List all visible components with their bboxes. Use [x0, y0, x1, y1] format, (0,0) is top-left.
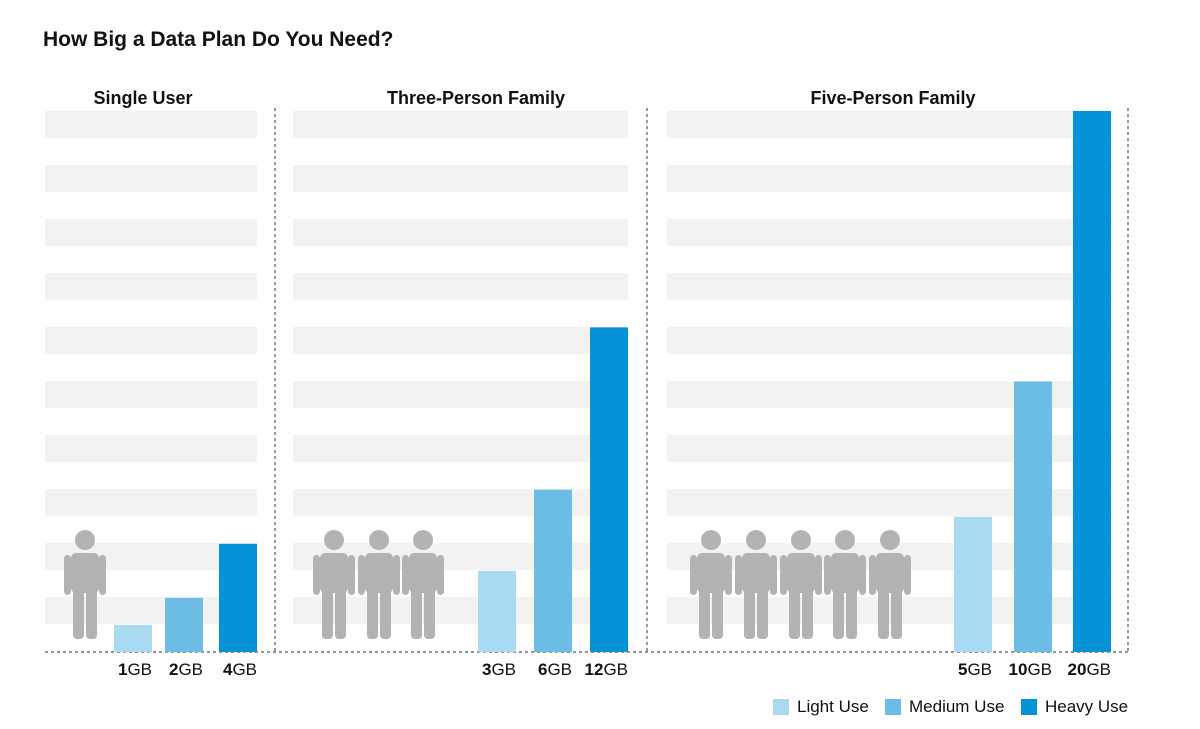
bar-label: 12GB [585, 660, 628, 679]
person-icon [402, 530, 444, 639]
grid-band [45, 273, 257, 300]
bar-label: 10GB [1009, 660, 1052, 679]
legend-item-heavy: Heavy Use [1021, 697, 1128, 717]
bar-label: 2GB [169, 660, 203, 679]
person-icon [824, 530, 866, 639]
grid-band [293, 327, 628, 354]
grid-band [45, 327, 257, 354]
grid-band [293, 273, 628, 300]
grid-band [293, 381, 628, 408]
legend-swatch-heavy [1021, 699, 1037, 715]
grid-band [293, 111, 628, 138]
grid-band [293, 219, 628, 246]
grid-band [45, 111, 257, 138]
legend-item-light: Light Use [773, 697, 869, 717]
bar-light [478, 570, 516, 652]
bar-medium [165, 597, 203, 652]
legend-swatch-medium [885, 699, 901, 715]
grid-band [45, 489, 257, 516]
grid-band [667, 165, 1112, 192]
grid-band [45, 381, 257, 408]
grid-band [45, 165, 257, 192]
grid-band [293, 435, 628, 462]
bar-heavy [1073, 111, 1111, 652]
legend: Light Use Medium Use Heavy Use [0, 697, 1200, 721]
legend-label-heavy: Heavy Use [1045, 697, 1129, 716]
grid-band [293, 165, 628, 192]
bar-label: 4GB [223, 660, 257, 679]
bar-medium [1014, 381, 1052, 652]
bar-light [954, 516, 992, 652]
grid-band [667, 273, 1112, 300]
legend-label-medium: Medium Use [909, 697, 1005, 716]
person-icon [735, 530, 777, 639]
bar-heavy [219, 543, 257, 652]
bar-label: 20GB [1068, 660, 1111, 679]
bar-heavy [590, 327, 628, 652]
chart-title: How Big a Data Plan Do You Need? [43, 28, 394, 51]
bar-light [114, 624, 152, 652]
bar-label: 3GB [482, 660, 516, 679]
legend-item-medium: Medium Use [885, 697, 1004, 717]
grid-band [293, 489, 628, 516]
bar-label: 5GB [958, 660, 992, 679]
panel-title: Five-Person Family [810, 88, 975, 108]
person-icon [869, 530, 911, 639]
legend-swatch-light [773, 699, 789, 715]
grid-band [45, 435, 257, 462]
panel-title: Three-Person Family [387, 88, 565, 108]
panel-title: Single User [93, 88, 192, 108]
bar-label: 6GB [538, 660, 572, 679]
grid-band [667, 111, 1112, 138]
person-icon [64, 530, 106, 639]
grid-band [293, 597, 628, 624]
grid-band [45, 219, 257, 246]
bar-medium [534, 489, 572, 652]
person-icon [780, 530, 822, 639]
grid-band [667, 219, 1112, 246]
legend-label-light: Light Use [797, 697, 869, 716]
person-icon [313, 530, 355, 639]
person-icon [690, 530, 732, 639]
person-icon [358, 530, 400, 639]
bar-label: 1GB [118, 660, 152, 679]
grid-band [667, 327, 1112, 354]
